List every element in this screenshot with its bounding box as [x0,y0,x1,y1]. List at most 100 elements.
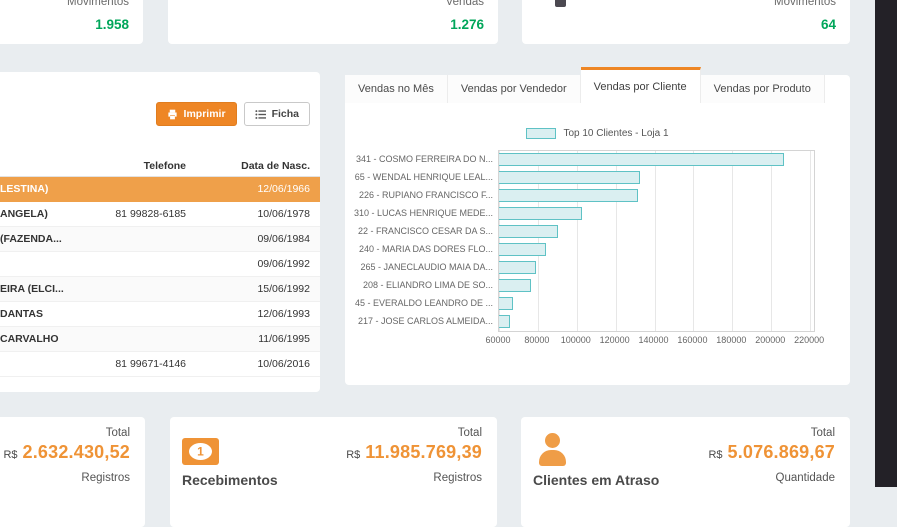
tab-vendas-por-cliente[interactable]: Vendas por Cliente [580,67,701,103]
gridline [537,151,539,331]
tab-vendas-por-vendedor[interactable]: Vendas por Vendedor [447,75,581,103]
ficha-button[interactable]: Ficha [243,102,310,126]
y-category-label: 265 - JANECLAUDIO MAIA DA... [360,262,493,272]
x-tick-label: 200000 [755,335,786,345]
bar-8[interactable] [499,279,532,292]
cell-birth-date: 11/06/1995 [258,333,310,345]
gridline [810,151,812,331]
bar-7[interactable] [499,261,536,274]
cell-client-name: CARVALHO [0,333,59,345]
column-header-phone: Telefone [143,159,186,172]
count-label: Quantidade [775,472,835,484]
cell-phone: 81 99671-4146 [115,358,186,370]
cell-client-name: ANGELA) [0,208,48,220]
gridline [615,151,617,331]
bar-chart-plot-area [498,150,815,332]
chart-y-axis-labels: 341 - COSMO FERREIRA DO N... 65 - WENDAL … [345,150,493,330]
cut-icon-fragment [555,0,566,7]
tab-vendas-no-mês[interactable]: Vendas no Mês [345,75,448,103]
bar-5[interactable] [499,225,559,238]
tab-label: Vendas por Produto [713,83,811,95]
y-category-label: 217 - JOSE CARLOS ALMEIDA... [357,316,493,326]
printer-icon [167,109,178,120]
bottom-card-clientes-atraso: Clientes em Atraso Total R$ 5.076.869,67… [521,417,850,527]
clients-table: Telefone Data de Nasc. LESTINA) 12/06/196… [0,155,320,377]
card-title: Clientes em Atraso [533,472,660,488]
gridline [693,151,695,331]
clients-table-body: LESTINA) 12/06/1966 ANGELA) 81 99828-6185 10… [0,177,320,377]
y-category-label: 65 - WENDAL HENRIQUE LEAL... [354,172,493,182]
total-label: Total [457,427,482,439]
total-label: Total [810,427,835,439]
y-category-label: 22 - FRANCISCO CESAR DA S... [357,226,493,236]
total-value: 11.985.769,39 [365,442,482,462]
column-header-birth: Data de Nasc. [241,159,310,172]
cell-birth-date: 09/06/1992 [257,258,310,270]
total-label: Total [105,427,130,439]
bar-9[interactable] [499,297,513,310]
cell-client-name: (FAZENDA... [0,233,62,245]
card-title: Recebimentos [182,472,278,488]
x-tick-label: 80000 [524,335,550,345]
x-tick-label: 160000 [677,335,708,345]
cell-birth-date: 12/06/1993 [257,308,310,320]
clients-panel: Imprimir Ficha Telefone Data de Nasc. LE… [0,72,320,392]
y-category-label: 208 - ELIANDRO LIMA DE SO... [362,280,493,290]
bar-2[interactable] [499,171,640,184]
person-icon [537,433,569,469]
top-card-label: Movimentos [67,0,129,8]
gridline [732,151,734,331]
y-category-label: 341 - COSMO FERREIRA DO N... [355,154,493,164]
bar-1[interactable] [499,153,784,166]
y-category-label: 310 - LUCAS HENRIQUE MEDE... [353,208,493,218]
bar-10[interactable] [499,315,510,328]
y-category-label: 240 - MARIA DAS DORES FLO... [358,244,493,254]
chart-legend[interactable]: Top 10 Clientes - Loja 1 [345,128,850,139]
cell-birth-date: 09/06/1984 [257,233,310,245]
tab-vendas-por-produto[interactable]: Vendas por Produto [700,75,825,103]
table-row[interactable]: 09/06/1992 [0,252,320,277]
y-category-label: 226 - RUPIANO FRANCISCO F... [358,190,493,200]
top-card-movimentos-2: Movimentos 64 [522,0,850,44]
cell-birth-date: 10/06/1978 [257,208,310,220]
table-row[interactable]: ANGELA) 81 99828-6185 10/06/1978 [0,202,320,227]
tab-label: Vendas por Vendedor [460,83,567,95]
cell-phone: 81 99828-6185 [115,208,186,220]
bar-6[interactable] [499,243,546,256]
legend-swatch [526,128,557,139]
table-row[interactable]: DANTAS 12/06/1993 [0,302,320,327]
table-row[interactable]: LESTINA) 12/06/1966 [0,177,320,202]
bar-3[interactable] [499,189,639,202]
currency-label: R$ [346,449,361,461]
currency-label: R$ [3,449,18,461]
bottom-card-total-1: Total R$ 2.632.430,52 Registros [0,417,145,527]
tab-label: Vendas no Mês [358,83,434,95]
total-value: 2.632.430,52 [22,442,130,462]
x-tick-label: 60000 [485,335,511,345]
top-card-vendas: Vendas 1.276 [168,0,498,44]
table-row[interactable]: 81 99671-4146 10/06/2016 [0,352,320,377]
money-bill-icon [182,438,219,465]
table-row[interactable]: CARVALHO 11/06/1995 [0,327,320,352]
gridline [771,151,773,331]
dark-right-edge [875,0,897,487]
list-icon [254,109,266,120]
currency-label: R$ [708,449,723,461]
print-button[interactable]: Imprimir [155,102,237,126]
gridline [576,151,578,331]
cell-client-name: LESTINA) [0,183,49,195]
table-row[interactable]: (FAZENDA... 09/06/1984 [0,227,320,252]
cell-birth-date: 15/06/1992 [257,283,310,295]
legend-label: Top 10 Clientes - Loja 1 [563,128,669,139]
x-tick-label: 180000 [716,335,747,345]
top-card-movimentos-1: Movimentos 1.958 [0,0,143,44]
bottom-card-recebimentos: Recebimentos Total R$ 11.985.769,39 Regi… [170,417,497,527]
y-category-label: 45 - EVERALDO LEANDRO DE ... [354,298,493,308]
clients-panel-toolbar: Imprimir Ficha [155,102,310,126]
cell-birth-date: 12/06/1966 [257,183,310,195]
table-row[interactable]: EIRA (ELCI... 15/06/1992 [0,277,320,302]
tab-label: Vendas por Cliente [593,80,687,93]
top-card-value: 64 [820,17,836,32]
bar-4[interactable] [499,207,582,220]
total-value: 5.076.869,67 [727,442,835,462]
